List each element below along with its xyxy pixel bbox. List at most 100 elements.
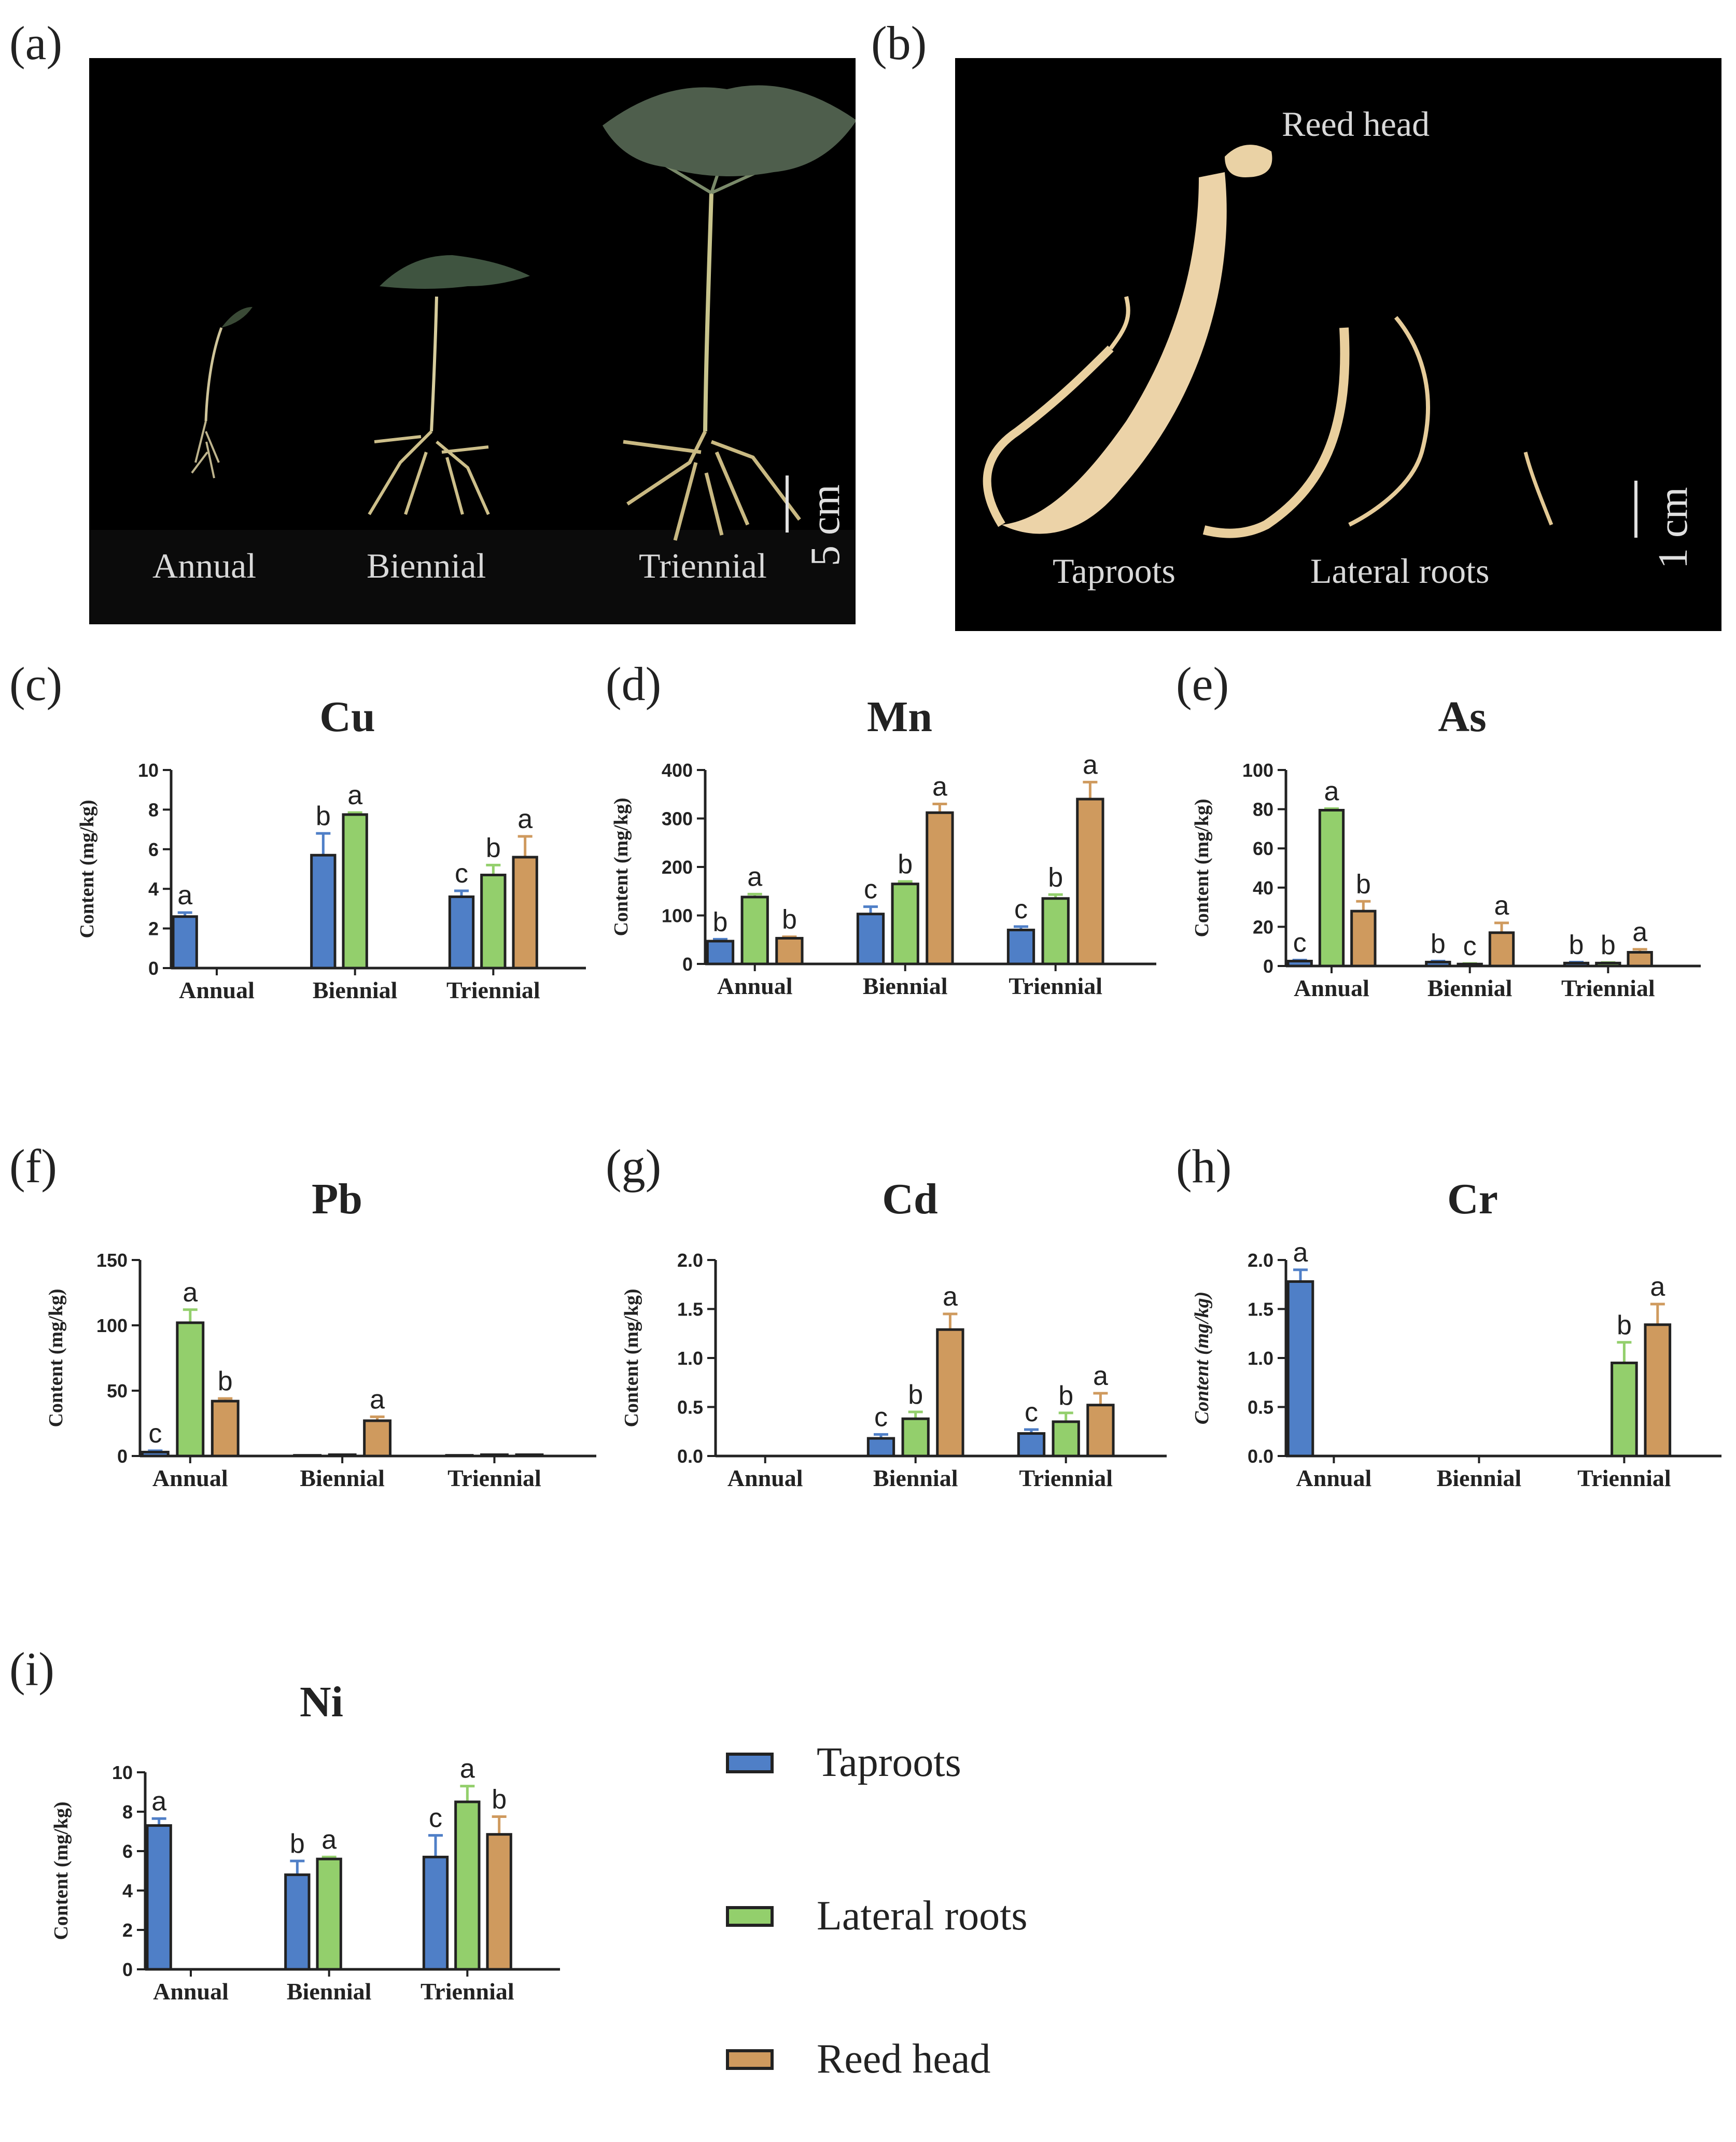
bar-taproots-annual	[172, 915, 198, 970]
x-tick-label-triennial: Triennial	[1561, 975, 1655, 1001]
chart-title: Ni	[300, 1678, 343, 1726]
panel-label: (e)	[1176, 657, 1229, 710]
bar-lateral-roots-triennial	[1611, 1361, 1638, 1458]
bar-reed-head-triennial	[1076, 797, 1104, 965]
bar-taproots-triennial	[1563, 961, 1590, 968]
chart-svg: (d) Mn Content (mg/kg) 0 100 200 300 400 Annual b…	[606, 657, 1156, 999]
chart-title: Cr	[1447, 1175, 1498, 1223]
bar-reed-head-biennial	[1488, 931, 1515, 968]
significance-letter: a	[370, 1384, 385, 1415]
significance-letter: b	[1048, 862, 1063, 892]
significance-letter: b	[782, 905, 797, 935]
significance-letter: b	[1058, 1381, 1073, 1411]
bar-lateral-roots-biennial	[342, 813, 368, 970]
y-tick-label: 50	[107, 1380, 128, 1402]
x-tick-label-biennial: Biennial	[287, 1978, 372, 2005]
y-axis-label: Content (mg/kg)	[1191, 1292, 1213, 1425]
y-axis-label: Content (mg/kg)	[610, 797, 632, 936]
x-tick-label-biennial: Biennial	[1437, 1465, 1522, 1491]
chart-title: Cd	[882, 1175, 937, 1223]
bar-lateral-roots-annual	[1318, 808, 1345, 968]
significance-letter: a	[1632, 917, 1647, 947]
panel-label: (c)	[9, 657, 62, 710]
y-tick-label: 100	[96, 1315, 128, 1336]
significance-letter: b	[290, 1829, 305, 1859]
bar-lateral-roots-biennial	[891, 883, 919, 965]
significance-letter: a	[1093, 1361, 1108, 1391]
y-tick-label: 0.0	[677, 1446, 703, 1467]
label-reed-head: Reed head	[1282, 104, 1430, 144]
bar-reed-head-triennial	[515, 1453, 544, 1458]
chart-i: (i) Ni Content (mg/kg) 0 2 4 6 8 10 Annual a Bienni…	[0, 1633, 596, 2139]
y-tick-label: 2	[148, 918, 159, 940]
legend-label-taproots: Taproots	[817, 1740, 961, 1785]
x-tick-label-annual: Annual	[727, 1465, 803, 1491]
x-tick-label-annual: Annual	[153, 1978, 229, 2005]
significance-letter: a	[932, 772, 947, 802]
bar-taproots-biennial	[856, 913, 885, 965]
bar-lateral-roots-annual	[740, 895, 769, 965]
y-tick-label: 60	[1253, 838, 1273, 859]
bar-reed-head-triennial	[486, 1833, 512, 1971]
bar-lateral-roots-triennial	[1595, 961, 1621, 968]
significance-letter: b	[1601, 930, 1616, 960]
chart-svg: (h) Cr Content (mg/kg) 0.0 0.5 1.0 1.5 2.0 Annua…	[1176, 1140, 1721, 1491]
bar-lateral-roots-triennial	[454, 1800, 481, 1971]
root-illustration	[983, 145, 1553, 538]
y-tick-label: 0	[122, 1959, 133, 1980]
bar-taproots-biennial	[293, 1454, 322, 1458]
legend-swatch-reed-head	[726, 2049, 774, 2070]
x-tick-label-annual: Annual	[1294, 975, 1369, 1001]
bar-taproots-triennial	[1006, 929, 1035, 965]
significance-letter: b	[1569, 930, 1584, 960]
panel-label-a: (a)	[9, 17, 63, 69]
bar-reed-head-annual	[775, 936, 804, 965]
x-tick-label-triennial: Triennial	[1009, 973, 1102, 999]
y-tick-label: 0	[117, 1446, 128, 1467]
y-tick-label: 40	[1253, 877, 1273, 899]
x-tick-label-biennial: Biennial	[313, 977, 398, 1003]
significance-letter: a	[347, 780, 362, 810]
chart-title: Mn	[867, 693, 932, 741]
chart-h: (h) Cr Content (mg/kg) 0.0 0.5 1.0 1.5 2.0 Annua…	[1167, 1130, 1736, 1649]
x-tick-label-biennial: Biennial	[863, 973, 948, 999]
significance-letter: a	[1293, 1238, 1308, 1268]
bar-taproots-triennial	[445, 1454, 474, 1458]
panel-label: (d)	[606, 657, 661, 710]
y-tick-label: 2.0	[1248, 1250, 1273, 1271]
label-biennial: Biennial	[367, 546, 486, 585]
significance-letter: c	[1014, 894, 1028, 925]
chart-c: (c) Cu Content (mg/kg) 0 2 4 6 8 10 Annual a Bienni…	[0, 648, 596, 1167]
y-tick-label: 10	[138, 760, 159, 781]
x-tick-label-triennial: Triennial	[1577, 1465, 1671, 1491]
x-tick-label-triennial: Triennial	[446, 977, 540, 1003]
bar-reed-head-biennial	[936, 1328, 964, 1458]
significance-letter: a	[151, 1786, 166, 1816]
x-tick-label-annual: Annual	[717, 973, 793, 999]
y-axis-label: Content (mg/kg)	[45, 1289, 67, 1427]
significance-letter: b	[492, 1785, 507, 1815]
y-tick-label: 1.0	[677, 1348, 703, 1369]
significance-letter: c	[874, 1402, 888, 1432]
significance-letter: a	[747, 862, 762, 892]
bar-taproots-biennial	[1425, 960, 1451, 968]
legend-label-reed-head: Reed head	[817, 2036, 991, 2082]
chart-title: Pb	[312, 1175, 362, 1223]
x-tick-label-biennial: Biennial	[1427, 975, 1513, 1001]
bar-taproots-biennial	[284, 1873, 311, 1971]
bar-taproots-biennial	[866, 1437, 895, 1458]
bar-reed-head-annual	[1350, 909, 1377, 968]
bar-lateral-roots-biennial	[901, 1417, 930, 1458]
y-axis-label: Content (mg/kg)	[76, 800, 98, 938]
significance-letter: c	[1293, 928, 1307, 958]
y-tick-label: 0	[682, 954, 693, 975]
significance-letter: a	[460, 1754, 475, 1784]
y-tick-label: 300	[662, 808, 693, 830]
chart-f: (f) Pb Content (mg/kg) 0 50 100 150 Annual c a b Bi…	[0, 1130, 596, 1649]
y-tick-label: 0	[1263, 956, 1273, 977]
significance-letter: b	[1356, 869, 1371, 899]
bar-lateral-roots-triennial	[480, 1453, 509, 1458]
y-tick-label: 0.5	[1248, 1397, 1273, 1418]
chart-e: (e) As Content (mg/kg) 0 20 40 60 80 100 Annual c a…	[1167, 648, 1736, 1167]
